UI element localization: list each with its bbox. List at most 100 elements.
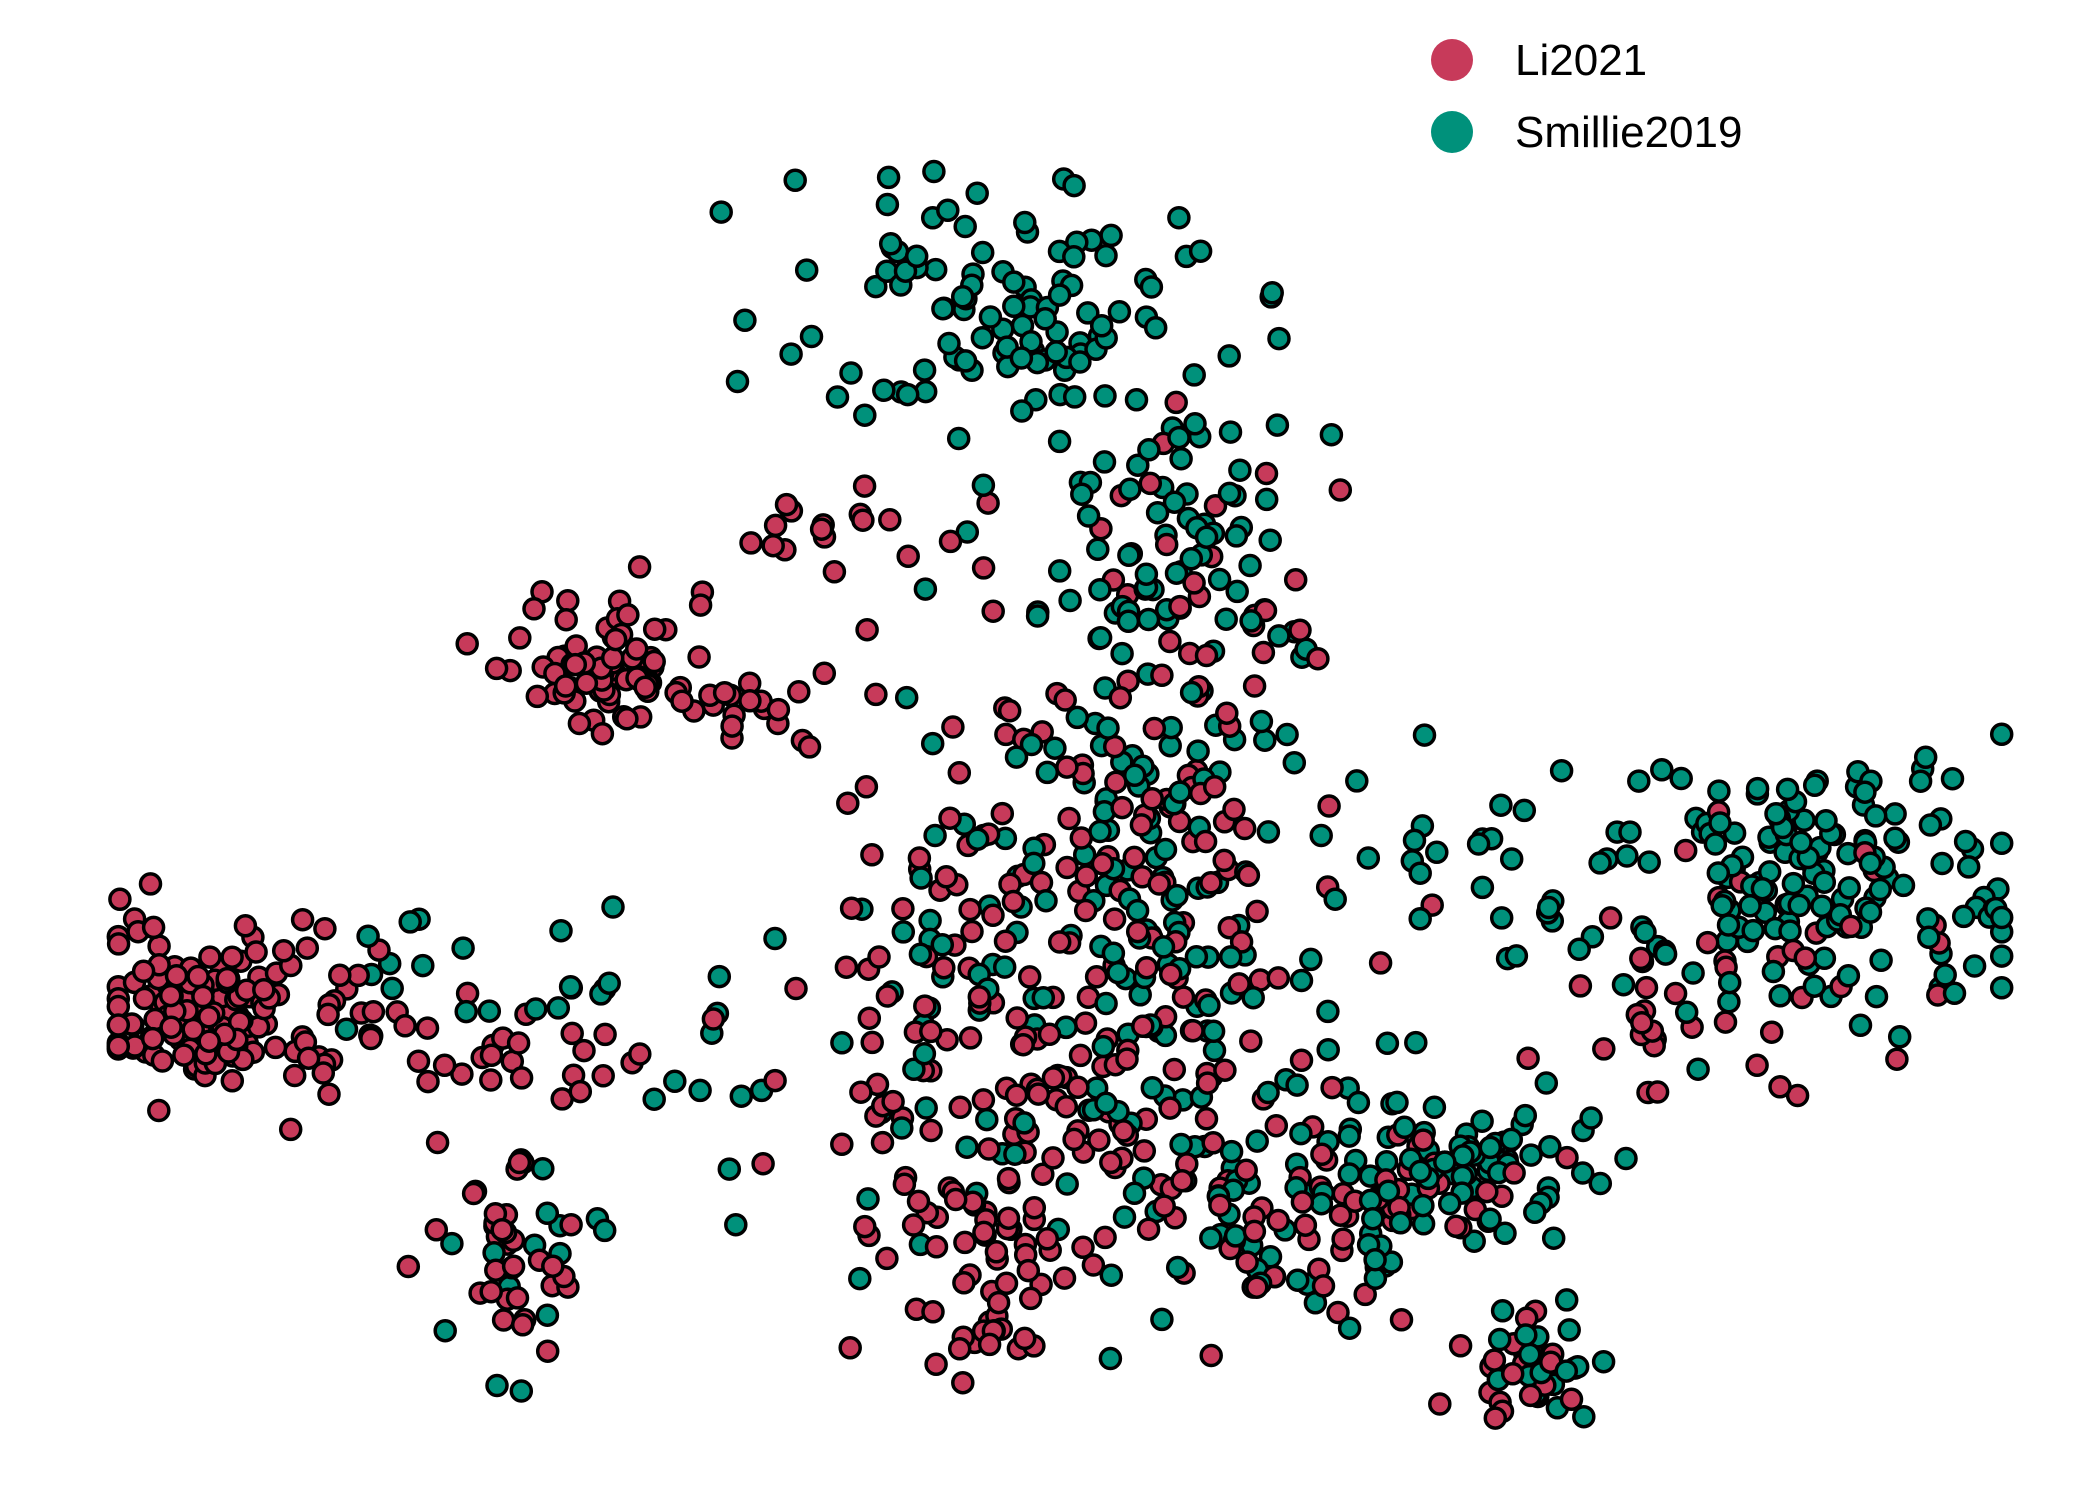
point-smillie2019 bbox=[1858, 900, 1883, 924]
point-smillie2019 bbox=[890, 1116, 914, 1140]
point-smillie2019 bbox=[1918, 813, 1943, 837]
point-li2021 bbox=[855, 617, 879, 642]
point-li2021 bbox=[1031, 1162, 1055, 1186]
point-smillie2019 bbox=[931, 296, 955, 321]
point-li2021 bbox=[1444, 1214, 1468, 1239]
point-li2021 bbox=[1266, 1208, 1290, 1233]
point-smillie2019 bbox=[1615, 844, 1639, 868]
point-smillie2019 bbox=[1101, 941, 1126, 965]
point-smillie2019 bbox=[965, 181, 989, 205]
point-smillie2019 bbox=[1614, 1146, 1638, 1171]
point-li2021 bbox=[491, 1308, 516, 1332]
point-smillie2019 bbox=[1951, 904, 1976, 929]
point-smillie2019 bbox=[1194, 525, 1219, 549]
point-li2021 bbox=[687, 645, 711, 669]
point-smillie2019 bbox=[356, 924, 380, 948]
point-smillie2019 bbox=[1218, 420, 1243, 444]
point-smillie2019 bbox=[1055, 1172, 1079, 1196]
point-smillie2019 bbox=[1122, 1181, 1147, 1206]
point-smillie2019 bbox=[1618, 820, 1642, 844]
point-smillie2019 bbox=[1197, 993, 1221, 1018]
point-li2021 bbox=[857, 1006, 882, 1030]
point-smillie2019 bbox=[1802, 974, 1827, 998]
point-smillie2019 bbox=[1385, 1090, 1409, 1115]
point-li2021 bbox=[1194, 1107, 1219, 1131]
point-li2021 bbox=[554, 607, 578, 632]
point-li2021 bbox=[892, 1172, 917, 1197]
point-smillie2019 bbox=[1004, 745, 1029, 769]
point-li2021 bbox=[1283, 568, 1308, 592]
point-smillie2019 bbox=[1707, 779, 1731, 803]
point-li2021 bbox=[822, 560, 847, 584]
point-smillie2019 bbox=[1337, 1162, 1362, 1186]
point-li2021 bbox=[263, 1035, 288, 1060]
point-smillie2019 bbox=[1091, 1034, 1116, 1059]
point-li2021 bbox=[838, 1336, 862, 1360]
point-li2021 bbox=[1310, 1142, 1334, 1167]
point-smillie2019 bbox=[1591, 1349, 1616, 1374]
point-li2021 bbox=[359, 1026, 383, 1051]
point-li2021 bbox=[997, 699, 1022, 723]
point-li2021 bbox=[901, 1213, 926, 1237]
point-li2021 bbox=[1630, 1011, 1654, 1035]
legend-item-smillie2019: Smillie2019 bbox=[1431, 108, 1742, 157]
point-li2021 bbox=[501, 1254, 526, 1279]
point-smillie2019 bbox=[1933, 963, 1957, 987]
point-li2021 bbox=[1645, 1080, 1670, 1104]
point-smillie2019 bbox=[891, 920, 916, 944]
point-li2021 bbox=[1171, 985, 1196, 1009]
point-smillie2019 bbox=[918, 908, 942, 933]
point-smillie2019 bbox=[1047, 283, 1072, 307]
point-smillie2019 bbox=[1070, 482, 1094, 506]
point-smillie2019 bbox=[937, 331, 961, 356]
point-smillie2019 bbox=[440, 1231, 464, 1256]
point-smillie2019 bbox=[334, 1017, 359, 1041]
point-smillie2019 bbox=[411, 953, 435, 978]
point-smillie2019 bbox=[839, 361, 863, 385]
point-li2021 bbox=[960, 919, 984, 944]
point-smillie2019 bbox=[1099, 1263, 1124, 1287]
point-li2021 bbox=[311, 1061, 336, 1085]
legend-swatch-smillie2019 bbox=[1431, 111, 1473, 153]
point-li2021 bbox=[1132, 1139, 1157, 1163]
point-smillie2019 bbox=[398, 910, 422, 934]
point-smillie2019 bbox=[1989, 831, 2014, 856]
point-smillie2019 bbox=[1033, 307, 1057, 331]
point-li2021 bbox=[541, 1254, 565, 1278]
point-li2021 bbox=[1516, 1046, 1540, 1071]
point-smillie2019 bbox=[1433, 1150, 1457, 1174]
point-li2021 bbox=[1839, 914, 1863, 939]
point-smillie2019 bbox=[1883, 826, 1907, 851]
point-li2021 bbox=[852, 474, 877, 498]
point-smillie2019 bbox=[1167, 205, 1191, 230]
point-smillie2019 bbox=[971, 473, 996, 498]
point-smillie2019 bbox=[950, 285, 975, 309]
point-li2021 bbox=[461, 1181, 486, 1206]
point-li2021 bbox=[1129, 813, 1154, 837]
point-li2021 bbox=[867, 945, 891, 969]
point-li2021 bbox=[282, 1063, 307, 1088]
point-li2021 bbox=[278, 1117, 303, 1142]
point-smillie2019 bbox=[1470, 875, 1495, 900]
point-smillie2019 bbox=[1299, 947, 1323, 972]
point-li2021 bbox=[479, 1043, 504, 1068]
point-smillie2019 bbox=[1076, 504, 1101, 528]
point-li2021 bbox=[316, 1002, 340, 1027]
point-smillie2019 bbox=[1940, 766, 1965, 791]
point-smillie2019 bbox=[1653, 942, 1678, 966]
point-li2021 bbox=[1154, 532, 1179, 557]
point-li2021 bbox=[568, 1079, 593, 1104]
point-smillie2019 bbox=[1541, 1226, 1566, 1250]
point-li2021 bbox=[1598, 906, 1623, 930]
point-li2021 bbox=[1138, 471, 1163, 496]
point-smillie2019 bbox=[930, 933, 955, 957]
point-smillie2019 bbox=[1588, 1171, 1613, 1196]
point-smillie2019 bbox=[1883, 802, 1907, 826]
point-li2021 bbox=[1012, 1326, 1037, 1351]
point-smillie2019 bbox=[1716, 913, 1741, 937]
point-smillie2019 bbox=[1153, 837, 1178, 862]
point-smillie2019 bbox=[1003, 1142, 1027, 1166]
point-li2021 bbox=[1018, 1286, 1043, 1311]
point-smillie2019 bbox=[1025, 604, 1050, 628]
point-li2021 bbox=[763, 1068, 787, 1093]
